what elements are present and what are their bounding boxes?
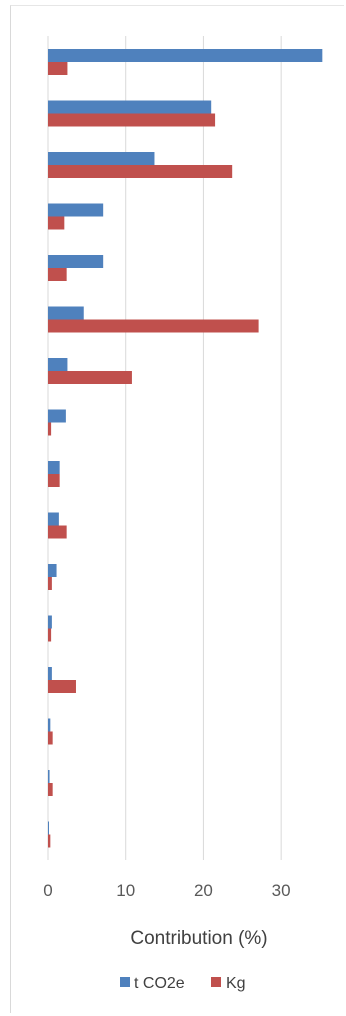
bar-kg-10 [48, 525, 67, 539]
bar-kg-5 [48, 268, 67, 281]
bar-kg-16 [48, 834, 51, 848]
x-tick-label-30: 30 [272, 881, 291, 900]
bar-kg-14 [48, 731, 53, 745]
bar-kg-1 [48, 62, 68, 75]
bar-tco2e-4 [48, 203, 104, 217]
bar-tco2e-7 [48, 358, 68, 371]
bar-kg-15 [48, 783, 53, 796]
bar-tco2e-12 [48, 615, 52, 629]
legend-swatch-tco2e [120, 977, 130, 987]
bar-kg-13 [48, 680, 76, 693]
bar-tco2e-15 [48, 770, 50, 783]
bar-tco2e-8 [48, 409, 66, 423]
bar-tco2e-2 [48, 100, 212, 114]
bar-tco2e-10 [48, 512, 59, 526]
legend: t CO2e Kg [120, 975, 246, 992]
bar-tco2e-13 [48, 667, 52, 680]
bar-kg-7 [48, 371, 132, 384]
bar-tco2e-11 [48, 564, 57, 577]
x-tick-label-10: 10 [116, 881, 135, 900]
bar-tco2e-9 [48, 461, 60, 474]
bar-kg-6 [48, 319, 259, 333]
bar-tco2e-14 [48, 718, 51, 732]
bar-kg-8 [48, 422, 52, 436]
bars [48, 49, 323, 848]
x-tick-labels: 0 10 20 30 [43, 881, 290, 900]
bar-kg-4 [48, 216, 65, 230]
bar-kg-11 [48, 577, 52, 590]
legend-swatch-kg [211, 977, 221, 987]
bar-kg-9 [48, 474, 60, 487]
bar-tco2e-3 [48, 152, 155, 165]
bar-kg-12 [48, 628, 52, 642]
legend-label-kg: Kg [226, 975, 246, 992]
bar-tco2e-6 [48, 306, 84, 320]
legend-label-tco2e: t CO2e [134, 975, 185, 992]
bar-tco2e-5 [48, 255, 104, 268]
bar-kg-3 [48, 165, 233, 178]
x-tick-label-0: 0 [43, 881, 52, 900]
x-axis-title: Contribution (%) [130, 928, 267, 949]
chart-frame [10, 5, 344, 1013]
bar-tco2e-1 [48, 49, 323, 62]
x-tick-label-20: 20 [194, 881, 213, 900]
bar-kg-2 [48, 113, 216, 127]
bar-tco2e-16 [48, 821, 49, 835]
